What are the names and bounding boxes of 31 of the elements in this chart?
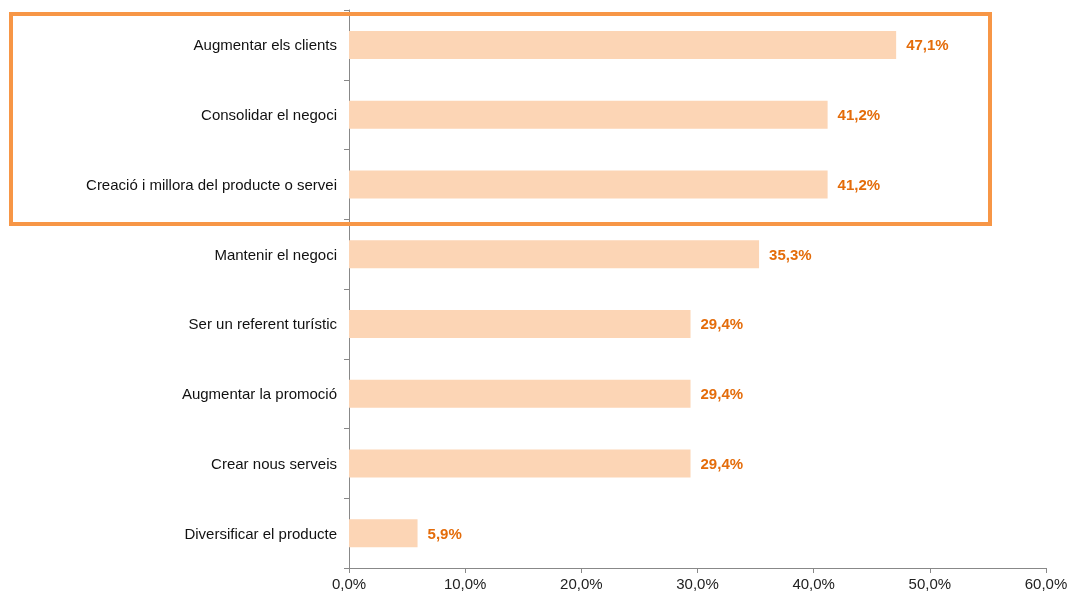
bar — [349, 519, 418, 548]
bar — [349, 449, 691, 478]
bar — [349, 379, 691, 408]
y-tick-label: Diversificar el producte — [184, 524, 337, 542]
y-tick-label: Mantenir el negoci — [214, 245, 337, 263]
data-label: 29,4% — [700, 385, 744, 403]
data-label: 5,9% — [427, 524, 462, 542]
x-tick-label: 60,0% — [1024, 575, 1068, 592]
bar — [349, 170, 828, 199]
x-tick-label: 40,0% — [792, 575, 835, 592]
data-label: 35,3% — [769, 245, 812, 263]
y-tick-label: Augmentar els clients — [193, 36, 337, 54]
data-label: 29,4% — [700, 454, 744, 472]
y-tick-label: Augmentar la promoció — [181, 385, 337, 403]
y-tick-label: Crear nous serveis — [211, 454, 337, 472]
bar — [349, 240, 760, 269]
data-label: 41,2% — [837, 175, 881, 193]
bar — [349, 30, 897, 59]
x-tick-label: 30,0% — [676, 575, 719, 592]
x-tick-label: 0,0% — [331, 575, 367, 592]
x-tick-label: 20,0% — [560, 575, 603, 592]
y-tick-label: Consolidar el negoci — [201, 106, 337, 124]
x-tick-label: 10,0% — [443, 575, 487, 592]
x-tick-label: 50,0% — [908, 575, 952, 592]
bar — [349, 100, 828, 129]
data-label: 41,2% — [837, 106, 881, 124]
data-label: 29,4% — [700, 315, 744, 333]
bar — [349, 309, 691, 338]
y-tick-label: Creació i millora del producte o servei — [86, 175, 337, 193]
y-tick-label: Ser un referent turístic — [188, 315, 338, 333]
data-label: 47,1% — [906, 36, 949, 54]
